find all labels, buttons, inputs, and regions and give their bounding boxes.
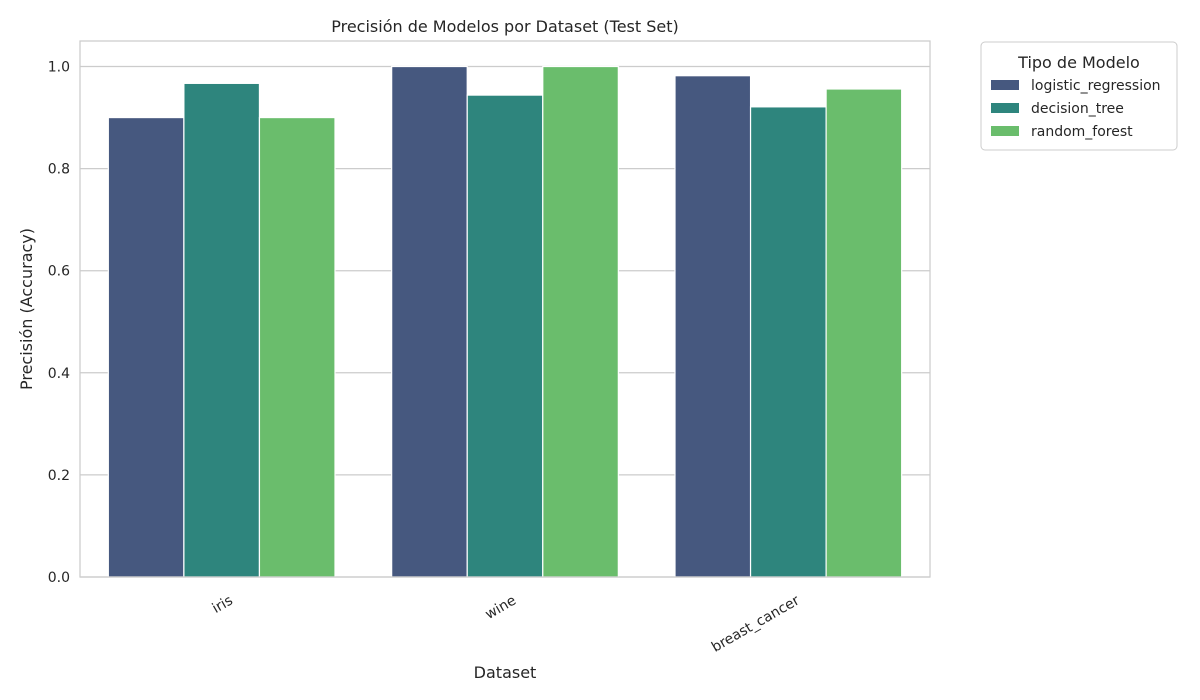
y-tick-label: 0.4 [48,366,70,382]
bar-decision_tree-wine [466,94,544,578]
legend-items: logistic_regression decision_tree random_f… [991,78,1161,140]
y-tick-label: 0.0 [48,570,70,586]
plot-frame [79,40,931,578]
legend-label-decision_tree: decision_tree [1031,101,1124,117]
x-tick-label: wine [483,593,519,623]
x-tick-labels: iris wine breast_cancer [210,592,803,655]
chart-title: Precisión de Modelos por Dataset (Test S… [331,17,679,36]
legend-swatch-logistic_regression [991,80,1019,90]
y-tick-label: 0.6 [48,264,70,280]
y-axis-title: Precisión (Accuracy) [17,228,36,390]
legend-title: Tipo de Modelo [1017,53,1140,72]
bar-random_forest-wine [542,65,619,578]
y-tick-labels: 0.0 0.2 0.4 0.6 0.8 1.0 [48,60,70,586]
legend-frame [980,41,1178,151]
bar-random_forest-iris [258,116,336,578]
legend-label-random_forest: random_forest [1031,124,1133,140]
bar-decision_tree-iris [183,82,261,578]
legend-swatch-decision_tree [991,103,1019,113]
legend-label-logistic_regression: logistic_regression [1031,78,1161,94]
bar-decision_tree-breast_cancer [749,106,827,578]
bars [107,65,903,578]
x-tick-label: breast_cancer [709,592,803,655]
bar-logistic_regression-iris [107,116,185,578]
y-tick-label: 1.0 [48,60,70,76]
bar-random_forest-breast_cancer [825,88,903,578]
legend: Tipo de Modelo logistic_regressiondecisi… [980,41,1178,151]
bar-logistic_regression-wine [391,65,468,578]
x-tick-label: iris [210,593,236,617]
bar-logistic_regression-breast_cancer [674,75,752,578]
y-tick-label: 0.8 [48,162,70,178]
x-axis-title: Dataset [474,663,537,682]
y-tick-label: 0.2 [48,468,70,484]
legend-swatch-random_forest [991,126,1019,136]
